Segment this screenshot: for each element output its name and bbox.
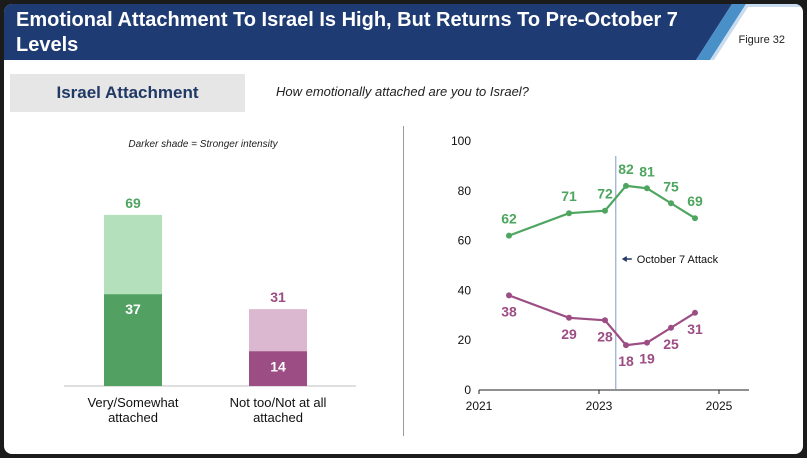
line-y-tick-label: 40 (458, 283, 472, 297)
page-title: Emotional Attachment To Israel Is High, … (16, 9, 678, 56)
section-title: Israel Attachment (56, 83, 199, 102)
line-point (692, 215, 698, 222)
line-point-label: 25 (663, 336, 679, 352)
figure-label: Figure 32 (738, 34, 785, 46)
line-x-tick-label: 2023 (586, 399, 613, 413)
line-point (668, 324, 674, 331)
line-point-label: 28 (597, 328, 613, 344)
line-point-label: 18 (618, 353, 634, 369)
line-point (692, 309, 698, 316)
line-point (602, 317, 608, 324)
bar-category-label: attached (253, 410, 303, 425)
line-y-tick-label: 60 (458, 234, 472, 248)
line-point-label: 81 (639, 163, 655, 179)
line-point (506, 232, 512, 239)
banner-graphic (4, 4, 803, 60)
survey-question: How emotionally attached are you to Isra… (276, 84, 529, 99)
line-y-tick-label: 0 (464, 383, 471, 397)
bar-category-label: Very/Somewhat (87, 395, 178, 410)
bar-strong (104, 294, 162, 386)
line-point-label: 72 (597, 186, 613, 202)
slide: Emotional Attachment To Israel Is High, … (4, 4, 803, 454)
bar-strong-label: 37 (125, 301, 141, 317)
line-y-tick-label: 80 (458, 184, 472, 198)
line-point (623, 182, 629, 189)
line-point-label: 29 (561, 326, 577, 342)
event-arrow-head (621, 256, 627, 262)
bar-strong (249, 351, 307, 386)
bar-total-label: 31 (270, 289, 286, 305)
line-point (644, 185, 650, 192)
line-point (623, 342, 629, 349)
panel-divider (403, 126, 404, 436)
line-point (566, 314, 572, 321)
line-point-label: 62 (501, 211, 517, 227)
line-x-tick-label: 2021 (466, 399, 493, 413)
line-point-label: 31 (687, 321, 703, 337)
line-point-label: 71 (561, 188, 577, 204)
line-point (668, 200, 674, 207)
line-point-label: 69 (687, 193, 703, 209)
line-point (506, 292, 512, 299)
line-point-label: 38 (501, 303, 517, 319)
line-point-label: 75 (663, 178, 679, 194)
line-y-tick-label: 20 (458, 333, 472, 347)
line-point (602, 207, 608, 214)
line-y-tick-label: 100 (451, 134, 471, 148)
bar-strong-label: 14 (270, 358, 286, 374)
bar-chart-note: Darker shade = Stronger intensity (128, 139, 278, 150)
line-point (566, 210, 572, 217)
line-x-tick-label: 2025 (706, 399, 733, 413)
bar-category-label: Not too/Not at all (230, 395, 327, 410)
bar-category-label: attached (108, 410, 158, 425)
event-label: October 7 Attack (637, 254, 719, 266)
line-point-label: 19 (639, 351, 655, 367)
bar-total-label: 69 (125, 195, 141, 211)
line-point-label: 82 (618, 161, 634, 177)
header-banner: Emotional Attachment To Israel Is High, … (4, 4, 803, 66)
section-header: Israel Attachment (10, 74, 245, 112)
line-point (644, 339, 650, 346)
